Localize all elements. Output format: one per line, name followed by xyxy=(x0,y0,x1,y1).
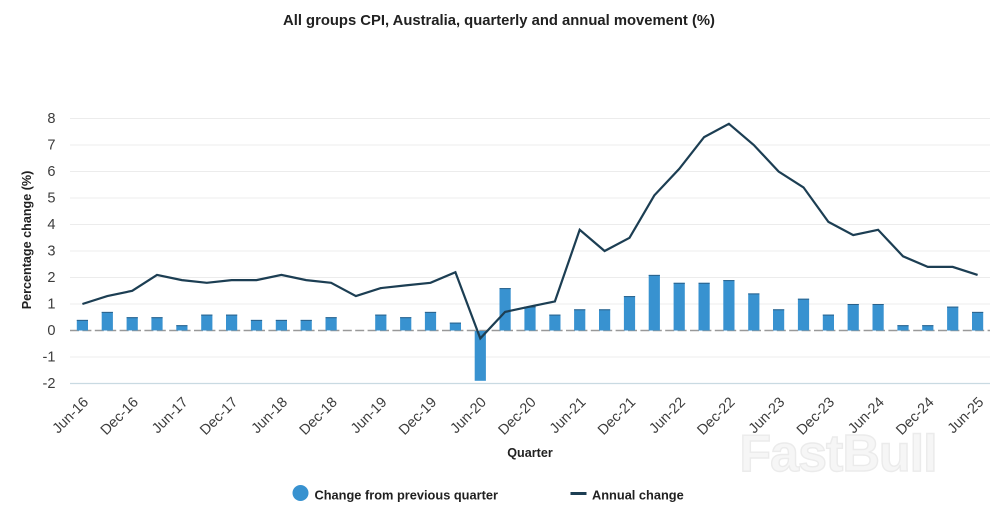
svg-text:5: 5 xyxy=(47,190,55,206)
svg-text:3: 3 xyxy=(47,243,55,259)
svg-text:FastBull: FastBull xyxy=(739,425,936,483)
svg-text:0: 0 xyxy=(47,323,55,339)
svg-text:7: 7 xyxy=(47,137,55,153)
svg-text:8: 8 xyxy=(47,111,55,127)
svg-text:6: 6 xyxy=(47,164,55,180)
svg-text:Annual change: Annual change xyxy=(592,487,684,502)
svg-text:-2: -2 xyxy=(43,376,56,392)
svg-text:Percentage change (%): Percentage change (%) xyxy=(20,171,34,310)
svg-text:Quarter: Quarter xyxy=(507,446,553,460)
svg-text:1: 1 xyxy=(47,296,55,312)
svg-text:2: 2 xyxy=(47,270,55,286)
svg-text:4: 4 xyxy=(47,217,55,233)
svg-text:All groups CPI, Australia, qua: All groups CPI, Australia, quarterly and… xyxy=(283,13,715,29)
svg-text:-1: -1 xyxy=(43,349,56,365)
svg-text:Change from previous quarter: Change from previous quarter xyxy=(315,487,498,502)
